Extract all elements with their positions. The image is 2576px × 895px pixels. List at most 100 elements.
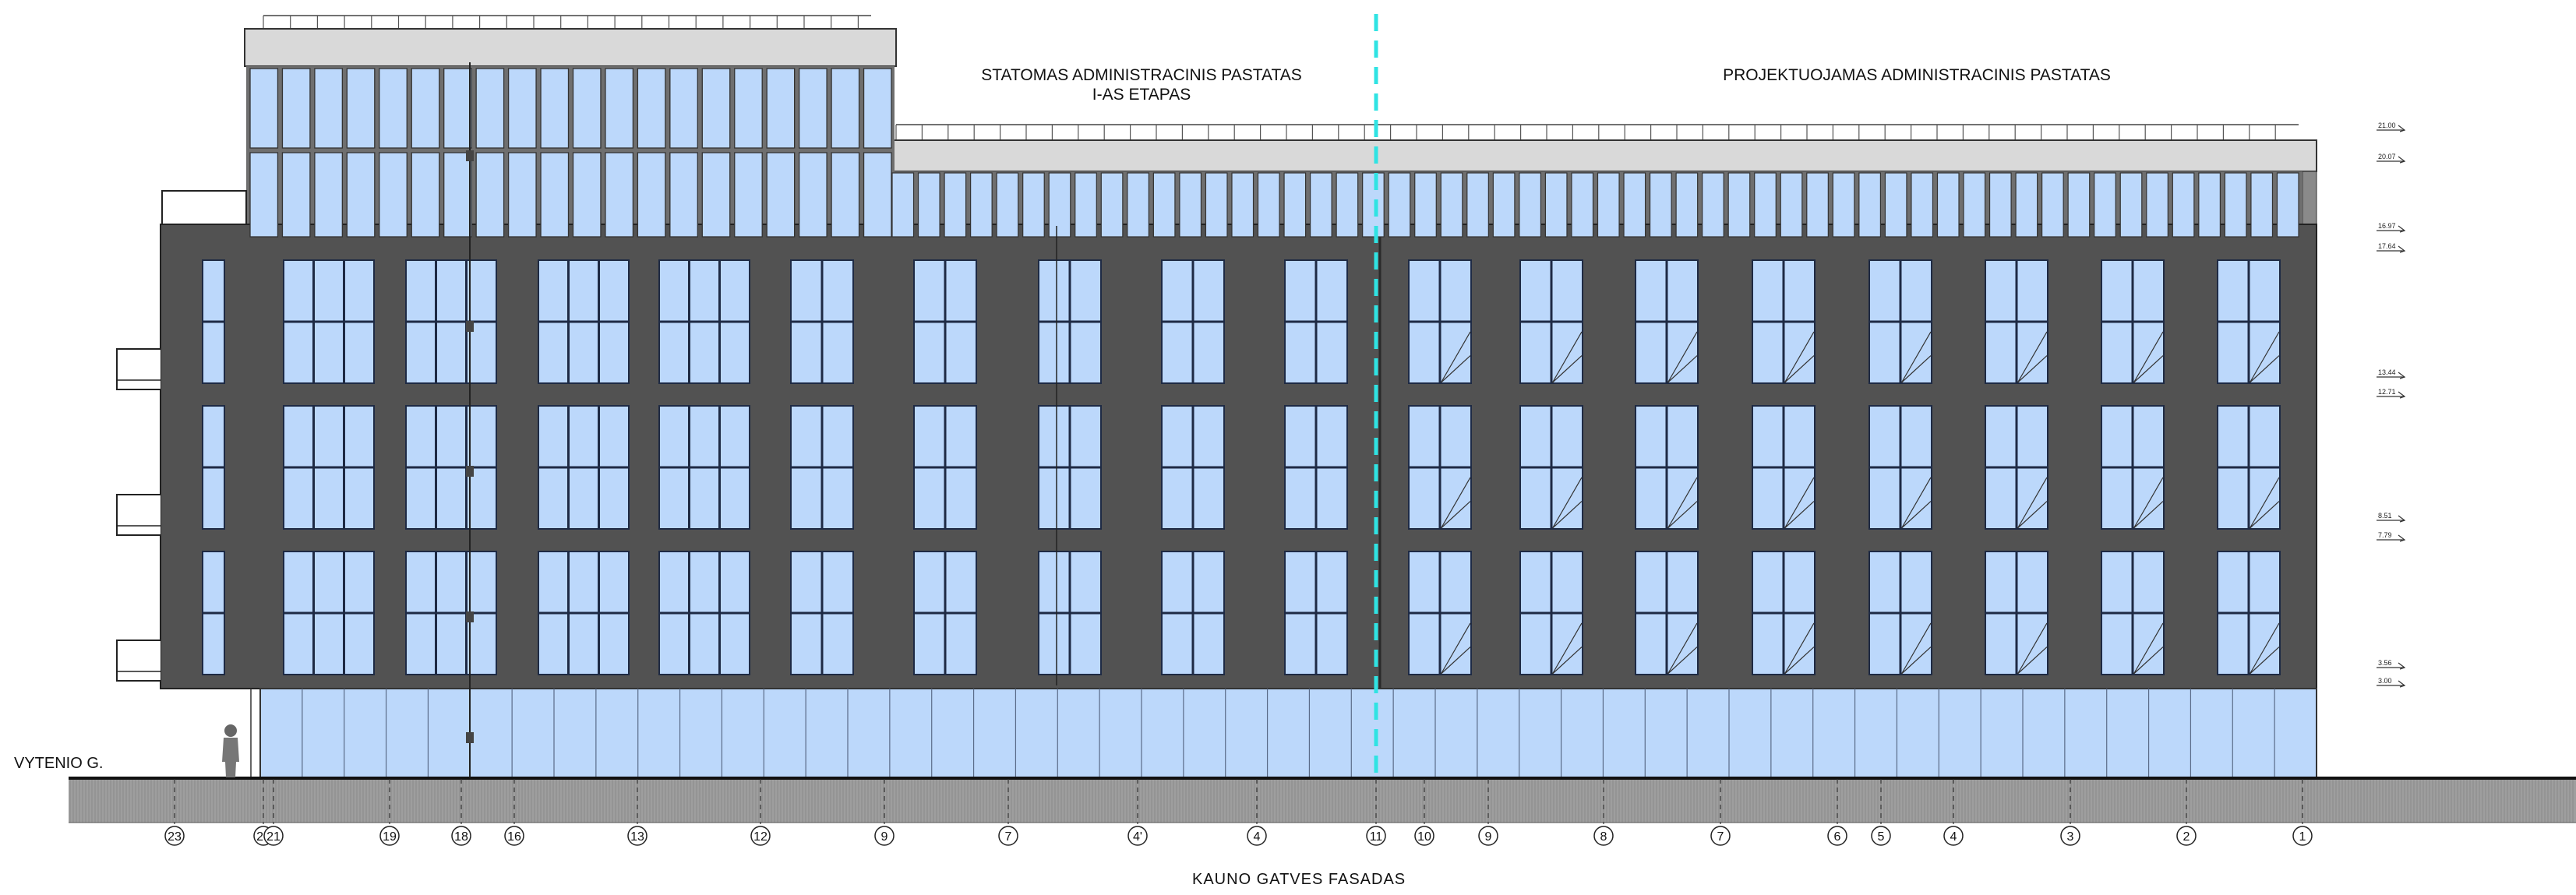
window-right-r2-c6-pane <box>1986 407 2016 467</box>
window-left-r1-c4-pane <box>539 261 567 321</box>
window-right-r3-c6-pane <box>1986 552 2016 612</box>
window-left-r1-c2-pane <box>345 322 373 382</box>
tower-pane-bottom <box>475 152 505 238</box>
window-left-r2-c7-pane <box>915 407 944 467</box>
window-left-r3-c9-pane <box>1163 614 1192 674</box>
window-right-r2-c7-pane <box>2133 407 2163 467</box>
roof-storey-pane <box>2198 172 2221 238</box>
level-label: 21.00 <box>2378 122 2396 129</box>
axis-left-13-label: 11 <box>1370 830 1383 844</box>
window-right-r1-c6-pane <box>1986 261 2016 321</box>
window-left-r2-c2 <box>283 405 375 530</box>
window-left-r1-c7-pane <box>946 261 976 321</box>
person-silhouette <box>222 724 239 777</box>
window-right-r2-c3-pane <box>1667 468 1697 528</box>
window-left-r3-c4-pane <box>600 614 628 674</box>
axis-right-7: 4 <box>1943 779 1964 846</box>
window-right-r2-c7-opening-mark <box>2133 477 2164 529</box>
axis-left-10-circle <box>998 826 1018 846</box>
axis-right-8: 3 <box>2060 779 2080 846</box>
window-left-r3-c5-pane <box>721 552 749 612</box>
axis-left-4-circle <box>379 826 400 846</box>
level-marker-6: 12.71 <box>2377 388 2406 399</box>
window-left-r3-c9-pane <box>1194 614 1223 674</box>
window-left-r2-c9-pane <box>1163 468 1192 528</box>
window-left-r1-c6-pane <box>792 261 821 321</box>
window-right-r2-c4-pane <box>1784 468 1814 528</box>
window-right-r1-c2-opening-mark <box>1551 331 1583 383</box>
tower-pane-top <box>346 68 376 149</box>
roof-storey-pane <box>1963 172 1986 238</box>
roof-storey-pane <box>1231 172 1254 238</box>
window-right-r2-c2-opening-mark <box>1551 477 1583 529</box>
tower-pane-top <box>507 68 537 149</box>
window-left-r3-c2-pane <box>345 552 373 612</box>
phase-left-label: STATOMAS ADMINISTRACINIS PASTATAS I-AS E… <box>970 65 1313 104</box>
axis-left-4-label: 19 <box>383 830 397 844</box>
window-right-r3-c5-pane <box>1870 614 1900 674</box>
axis-right-7-label: 4 <box>1950 830 1957 844</box>
window-left-r3-c4-pane <box>570 552 598 612</box>
window-right-r2-c2 <box>1519 405 1583 530</box>
window-left-r1-c4 <box>538 259 630 384</box>
axis-left-11-circle <box>1127 826 1148 846</box>
window-left-r3-c8-pane <box>1039 614 1069 674</box>
roof-storey-pane <box>1544 172 1568 238</box>
window-left-r3-c10-pane <box>1317 552 1346 612</box>
window-left-r2-c6 <box>790 405 854 530</box>
roof-storey-pane <box>2015 172 2038 238</box>
window-left-r1-c10-pane <box>1286 322 1315 382</box>
window-right-r3-c4 <box>1752 551 1816 675</box>
level-marker-1: 21.00 <box>2377 122 2406 132</box>
roof-storey-pane <box>2172 172 2195 238</box>
window-right-r2-c1-pane <box>1441 407 1470 467</box>
window-right-r2-c8-pane <box>2218 407 2248 467</box>
level-marker-3: 16.97 <box>2377 222 2406 233</box>
window-left-r1-c3-pane <box>437 322 465 382</box>
roof-storey-pane <box>1675 172 1699 238</box>
window-left-r3-c6-pane <box>823 552 852 612</box>
window-right-r2-c1 <box>1408 405 1472 530</box>
tower-pane-bottom <box>831 152 860 238</box>
level-arrow <box>2398 662 2406 670</box>
axis-right-1: 10 <box>1414 779 1434 846</box>
window-right-r3-c3-pane <box>1636 552 1666 612</box>
tower-pane-top <box>766 68 796 149</box>
roof-storey-pane <box>1988 172 2012 238</box>
roof-storey-pane <box>1466 172 1489 238</box>
window-right-r3-c2 <box>1519 551 1583 675</box>
axis-left-11-label: 4' <box>1133 830 1142 844</box>
window-right-r3-c1-opening-mark <box>1440 622 1471 675</box>
axis-left-8-label: 12 <box>753 830 768 844</box>
window-right-r3-c8 <box>2217 551 2281 675</box>
axis-left-13-circle <box>1366 826 1386 846</box>
tower-pane-bottom <box>314 152 343 238</box>
window-right-r3-c5-pane <box>1901 552 1931 612</box>
roof-storey-pane <box>1832 172 1855 238</box>
window-right-r2-c3-pane <box>1636 407 1666 467</box>
axis-right-10: 1 <box>2292 779 2313 846</box>
roof-storey-pane <box>1152 172 1176 238</box>
roof-storey-pane <box>1205 172 1228 238</box>
level-label: 12.71 <box>2378 388 2396 396</box>
roof-storey-pane <box>1100 172 1124 238</box>
roof-storey-pane <box>1179 172 1202 238</box>
window-right-r2-c6-opening-mark <box>2017 477 2048 529</box>
phase-right-label: PROJEKTUOJAMAS ADMINISTRACINIS PASTATAS <box>1723 66 2111 84</box>
window-right-r1-c6-pane <box>2017 322 2047 382</box>
lower-roof-railing <box>895 124 2299 140</box>
axis-left-1-circle <box>164 826 185 846</box>
axis-left-3-label: 21 <box>266 830 281 844</box>
window-left-r1-c4-pane <box>600 322 628 382</box>
drawing-title: KAUNO GATVES FASADAS <box>1192 871 1406 888</box>
window-right-r1-c4-pane <box>1753 322 1783 382</box>
window-left-r1-c3-pane <box>407 322 435 382</box>
window-left-r1-c9-pane <box>1163 261 1192 321</box>
tower-pane-bottom <box>507 152 537 238</box>
level-arrow <box>2398 125 2406 132</box>
window-right-r1-c4-opening-mark <box>1784 331 1815 383</box>
axis-right-2-circle <box>1478 826 1498 846</box>
tower-pane-top <box>572 68 602 149</box>
window-left-r1-c3-pane <box>407 261 435 321</box>
